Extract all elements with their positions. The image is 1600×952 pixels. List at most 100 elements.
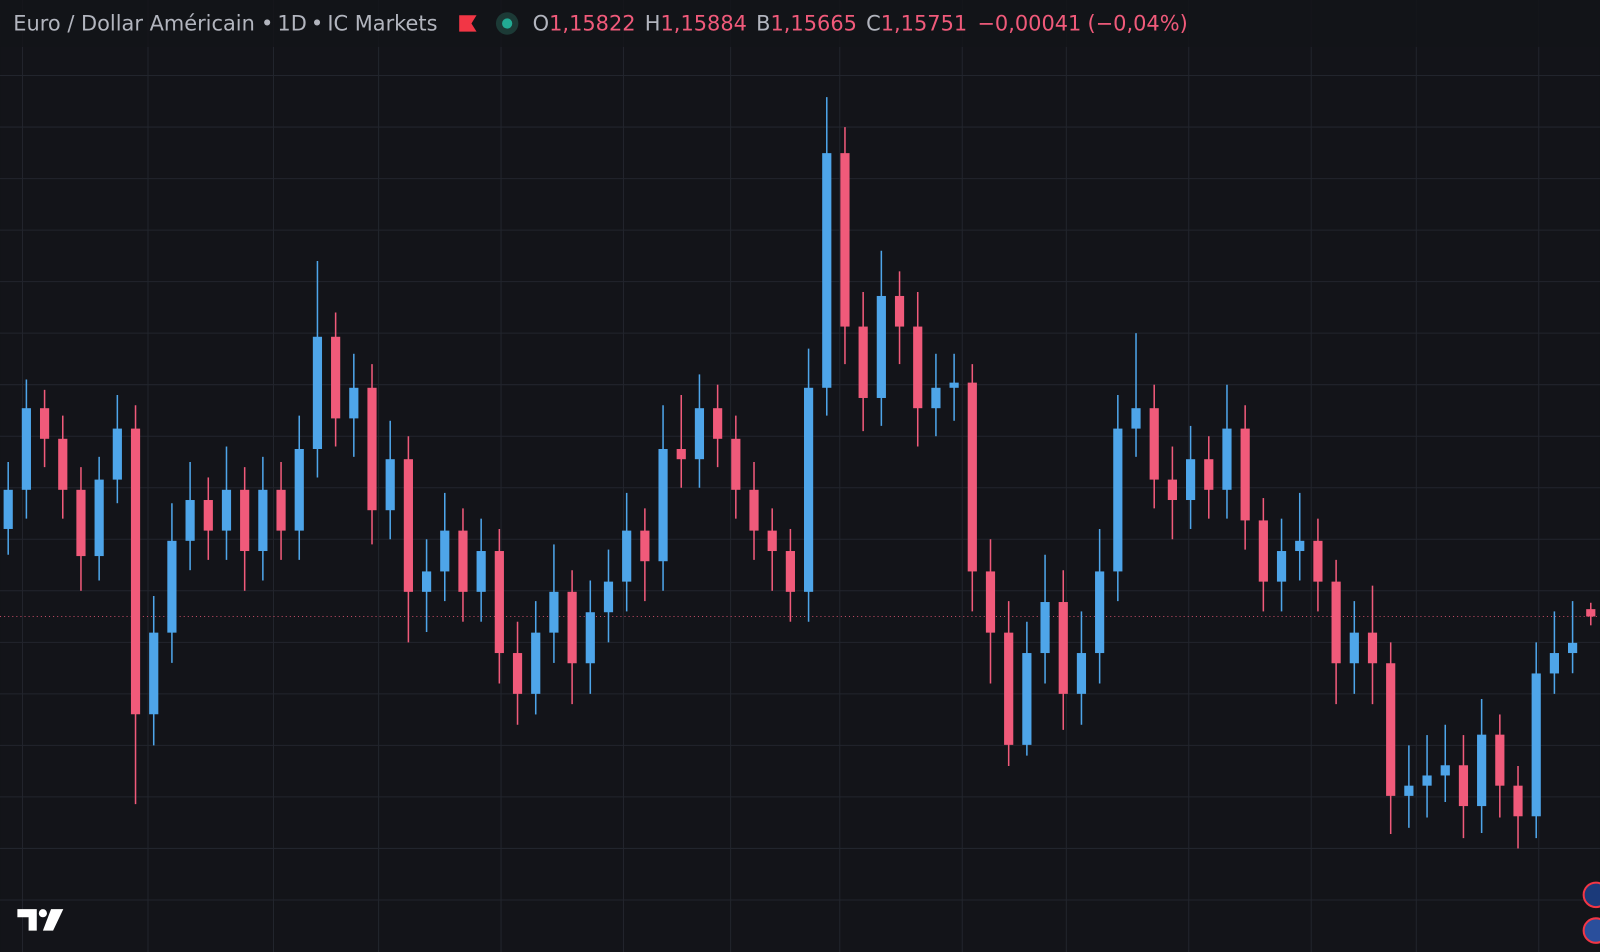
- candle-body: [3, 489, 13, 529]
- candle-body: [76, 489, 86, 557]
- candle-body: [512, 653, 523, 694]
- candle-body: [258, 489, 268, 552]
- symbol-title: Euro / Dollar Américain • 1D • IC Markets: [13, 11, 437, 35]
- candle-body: [367, 387, 377, 511]
- candle-body: [858, 326, 868, 398]
- horizontal-grid: [0, 75, 1600, 901]
- candle-body: [1131, 408, 1141, 429]
- candle-body: [549, 591, 559, 633]
- candle-body: [567, 591, 577, 664]
- candle-body: [94, 479, 104, 557]
- candle-body: [58, 438, 68, 490]
- separator: •: [261, 11, 273, 35]
- candle-body: [1058, 602, 1068, 694]
- change: −0,00041: [977, 11, 1081, 35]
- candle-body: [876, 295, 886, 398]
- candle-body: [967, 382, 977, 572]
- currency-icons: [1582, 881, 1600, 944]
- candle-body: [1222, 428, 1232, 490]
- candle-body: [1440, 765, 1450, 776]
- candle-body: [349, 387, 359, 419]
- flag-icon: [459, 15, 477, 32]
- candle-body: [1204, 459, 1214, 490]
- candle-body: [1586, 609, 1596, 617]
- header-bg: [0, 0, 1600, 47]
- candle-body: [312, 336, 323, 450]
- candle-body: [658, 449, 668, 562]
- candle-body: [931, 387, 941, 409]
- candle-body: [240, 489, 250, 552]
- candle-body: [494, 551, 504, 654]
- candle-body: [1095, 571, 1105, 654]
- candle-body: [331, 336, 341, 419]
- candles: [0, 97, 1600, 849]
- candle-body: [476, 551, 486, 592]
- candle-body: [640, 530, 650, 562]
- candle-body: [1367, 632, 1378, 664]
- candle-body: [731, 438, 741, 490]
- candle-body: [39, 408, 50, 439]
- candle-body: [1167, 479, 1177, 501]
- candle-body: [913, 326, 923, 409]
- status-dot: [495, 12, 519, 35]
- candle-body: [21, 408, 31, 490]
- candle-body: [1386, 663, 1396, 796]
- candle-body: [1240, 428, 1250, 521]
- candle-body: [403, 459, 413, 592]
- candle-body: [894, 295, 905, 327]
- candle-body: [1295, 540, 1305, 552]
- ohlc-value: 1,15884: [661, 11, 747, 35]
- ohlc-value: 1,15665: [770, 11, 856, 35]
- candle-body: [203, 500, 213, 531]
- candle-body: [385, 459, 395, 511]
- candle-body: [1531, 673, 1541, 817]
- candle-body: [1495, 734, 1505, 786]
- candle-body: [622, 530, 632, 582]
- candle-body: [294, 449, 304, 531]
- candle-body: [130, 428, 141, 715]
- candle-body: [458, 530, 468, 592]
- change-percent: (−0,04%): [1087, 11, 1187, 35]
- interval: 1D: [277, 11, 306, 35]
- ohlc-legend: O1,15822 H1,15884 B1,15665 C1,15751 −0,00041…: [533, 11, 1188, 35]
- ohlc-prefix: O: [533, 11, 549, 35]
- title: Euro / Dollar Américain: [13, 11, 255, 35]
- separator: •: [311, 11, 323, 35]
- candle-body: [585, 612, 595, 664]
- candle-body: [1258, 520, 1268, 582]
- ohlc-prefix: C: [866, 11, 881, 35]
- candle-body: [767, 530, 777, 552]
- candle-body: [1313, 540, 1323, 582]
- candle-body: [985, 571, 996, 633]
- source: IC Markets: [327, 11, 437, 35]
- candle-body: [221, 489, 232, 531]
- candle-body: [185, 500, 195, 541]
- candle-body: [149, 632, 159, 715]
- ohlc-prefix: H: [645, 11, 661, 35]
- ohlc-prefix: B: [756, 11, 770, 35]
- candle-body: [1404, 785, 1414, 796]
- candle-body: [803, 387, 814, 592]
- candle-body: [112, 428, 122, 480]
- candle-body: [1185, 459, 1196, 501]
- candle-body: [785, 551, 795, 592]
- candle-body: [1513, 785, 1523, 817]
- candle-body: [676, 449, 686, 460]
- candle-body: [949, 382, 959, 388]
- candle-body: [531, 632, 541, 694]
- candle-body: [1276, 551, 1287, 582]
- candle-body: [1004, 632, 1014, 745]
- candle-body: [1331, 581, 1341, 664]
- candle-body: [749, 489, 759, 531]
- candle-body: [822, 153, 832, 388]
- candle-body: [1040, 602, 1050, 654]
- candle-body: [694, 408, 705, 460]
- candle-body: [1422, 775, 1432, 786]
- candle-body: [1458, 765, 1469, 807]
- candle-body: [1022, 653, 1032, 745]
- candle-body: [1549, 653, 1559, 674]
- candle-body: [1113, 428, 1123, 572]
- candle-body: [167, 540, 177, 633]
